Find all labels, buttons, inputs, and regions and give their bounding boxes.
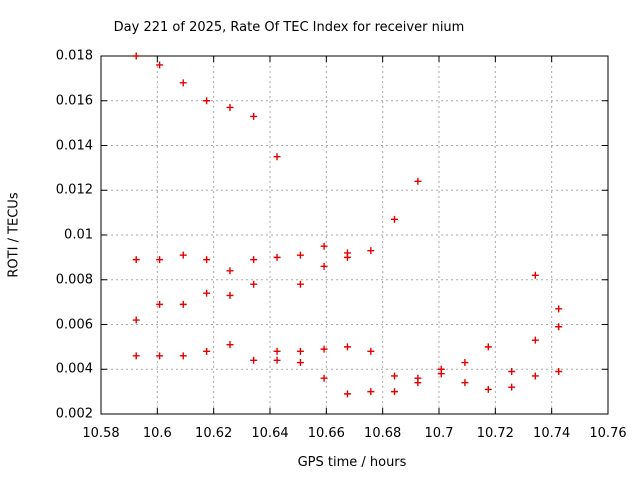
data-point-marker <box>132 352 140 360</box>
data-point-marker <box>156 256 164 264</box>
data-point-marker <box>273 347 281 355</box>
data-point-marker <box>461 359 469 367</box>
data-point-marker <box>343 390 351 398</box>
data-point-marker <box>367 247 375 255</box>
data-point-marker <box>320 262 328 270</box>
data-point-marker <box>203 97 211 105</box>
data-point-marker <box>296 359 304 367</box>
data-point-marker <box>390 215 398 223</box>
data-point-marker <box>296 347 304 355</box>
data-point-marker <box>343 343 351 351</box>
y-tick-label: 0.004 <box>55 361 93 377</box>
data-point-marker <box>555 305 563 313</box>
data-point-marker <box>390 372 398 380</box>
data-point-marker <box>203 289 211 297</box>
data-point-marker <box>555 323 563 331</box>
data-point-marker <box>531 336 539 344</box>
x-tick-label: 10.66 <box>307 426 345 441</box>
data-point-marker <box>343 253 351 261</box>
data-point-marker <box>531 271 539 279</box>
x-tick-label: 10.6 <box>142 426 172 441</box>
y-tick-label: 0.002 <box>55 406 93 422</box>
data-point-marker <box>484 343 492 351</box>
data-point-marker <box>179 300 187 308</box>
data-point-marker <box>273 253 281 261</box>
data-point-marker <box>132 316 140 324</box>
x-tick-label: 10.7 <box>424 426 454 441</box>
data-point-marker <box>437 370 445 378</box>
data-point-marker <box>156 61 164 69</box>
data-point-marker <box>226 103 234 111</box>
x-tick-label: 10.76 <box>589 426 627 441</box>
y-tick-label: 0.01 <box>64 227 93 243</box>
x-tick-label: 10.68 <box>364 426 402 441</box>
data-point-marker <box>203 256 211 264</box>
y-tick-label: 0.008 <box>55 272 93 288</box>
data-point-marker <box>296 251 304 259</box>
data-point-marker <box>320 345 328 353</box>
data-point-marker <box>250 280 258 288</box>
data-point-marker <box>250 356 258 364</box>
data-point-marker <box>156 300 164 308</box>
data-point-marker <box>555 367 563 375</box>
data-point-marker <box>179 352 187 360</box>
data-point-marker <box>367 388 375 396</box>
data-point-marker <box>179 251 187 259</box>
data-point-marker <box>226 291 234 299</box>
data-point-marker <box>531 372 539 380</box>
x-tick-label: 10.72 <box>476 426 514 441</box>
data-point-marker <box>273 356 281 364</box>
data-point-marker <box>508 367 516 375</box>
data-point-marker <box>367 347 375 355</box>
x-tick-label: 10.74 <box>533 426 571 441</box>
y-tick-label: 0.018 <box>55 48 93 64</box>
data-point-marker <box>320 242 328 250</box>
x-tick-label: 10.58 <box>82 426 120 441</box>
data-point-marker <box>414 379 422 387</box>
data-point-marker <box>414 177 422 185</box>
data-point-marker <box>484 385 492 393</box>
x-tick-label: 10.64 <box>251 426 289 441</box>
plot-border <box>100 55 609 415</box>
data-point-marker <box>250 112 258 120</box>
data-point-marker <box>179 79 187 87</box>
data-point-marker <box>508 383 516 391</box>
y-tick-label: 0.014 <box>55 138 93 153</box>
y-tick-label: 0.006 <box>55 317 93 332</box>
data-point-marker <box>226 267 234 275</box>
data-point-marker <box>156 352 164 360</box>
data-point-marker <box>203 347 211 355</box>
data-point-marker <box>461 379 469 387</box>
data-point-marker <box>273 153 281 161</box>
data-point-marker <box>296 280 304 288</box>
data-point-marker <box>390 388 398 396</box>
data-point-marker <box>132 52 140 60</box>
chart-title: Day 221 of 2025, Rate Of TEC Index for r… <box>113 20 465 35</box>
x-axis-label: GPS time / hours <box>297 455 407 470</box>
y-tick-label: 0.012 <box>55 182 93 198</box>
x-tick-label: 10.62 <box>195 426 233 441</box>
data-point-marker <box>250 256 258 264</box>
data-point-marker <box>226 341 234 349</box>
y-tick-label: 0.016 <box>55 93 93 109</box>
data-point-marker <box>320 374 328 382</box>
data-point-marker <box>132 256 140 264</box>
